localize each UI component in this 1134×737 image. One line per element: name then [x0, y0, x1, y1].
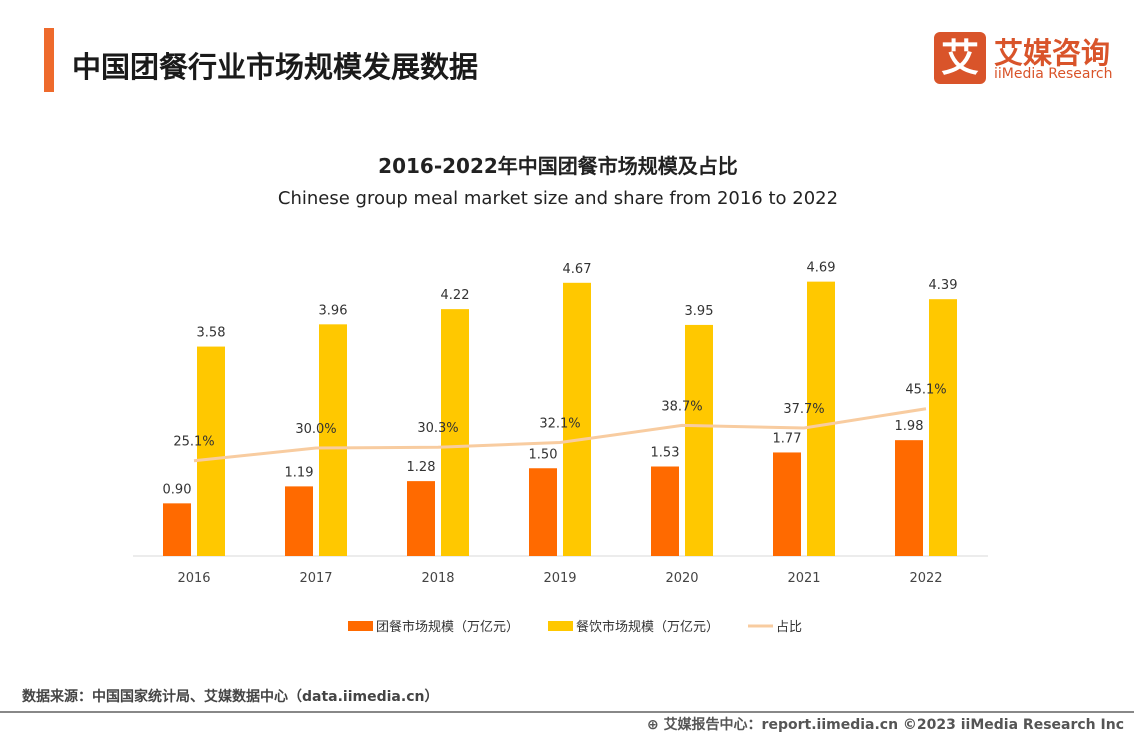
- logo-en: iiMedia Research: [994, 66, 1113, 82]
- share-label: 45.1%: [905, 383, 946, 398]
- bar-value-label: 1.28: [407, 460, 436, 475]
- share-label: 25.1%: [173, 435, 214, 450]
- bar-value-label: 0.90: [163, 482, 192, 497]
- bar-catering: [685, 324, 713, 556]
- title-accent-bar: [44, 28, 54, 92]
- footer-divider: [0, 711, 1134, 713]
- bar-value-label: 4.67: [563, 262, 592, 277]
- bar-value-label: 4.39: [929, 278, 958, 293]
- legend-label: 餐饮市场规模（万亿元）: [576, 619, 719, 635]
- bar-value-label: 1.50: [529, 447, 558, 462]
- x-tick-label: 2020: [665, 571, 698, 586]
- legend-swatch: [348, 621, 373, 631]
- bar-value-label: 4.69: [807, 261, 836, 276]
- bar-value-label: 1.77: [773, 431, 802, 446]
- bar-catering: [929, 299, 957, 556]
- bar-catering: [563, 282, 591, 556]
- x-tick-label: 2021: [787, 571, 820, 586]
- bar-group-meal: [163, 503, 191, 556]
- legend-label: 团餐市场规模（万亿元）: [376, 619, 519, 635]
- share-label: 30.0%: [295, 422, 336, 437]
- page-title: 中国团餐行业市场规模发展数据: [72, 50, 479, 84]
- globe-icon: ⊕: [646, 717, 664, 733]
- bar-catering: [441, 309, 469, 556]
- bar-group-meal: [651, 466, 679, 556]
- share-label: 32.1%: [539, 417, 580, 432]
- bar-value-label: 3.95: [685, 304, 714, 319]
- bar-value-label: 4.22: [441, 288, 470, 303]
- bar-value-label: 3.96: [319, 303, 348, 318]
- bar-group-meal: [895, 440, 923, 556]
- bar-value-label: 1.98: [895, 419, 924, 434]
- bar-catering: [197, 346, 225, 556]
- x-tick-label: 2016: [177, 571, 210, 586]
- bar-group-meal: [285, 486, 313, 556]
- chart-title: 2016-2022年中国团餐市场规模及占比: [378, 154, 738, 178]
- bar-group-meal: [529, 468, 557, 556]
- footer-text: 艾媒报告中心：report.iimedia.cn ©2023 iiMedia R…: [663, 717, 1124, 733]
- x-tick-label: 2018: [421, 571, 454, 586]
- bar-group-meal: [773, 452, 801, 556]
- share-label: 37.7%: [783, 402, 824, 417]
- legend-label: 占比: [776, 620, 802, 635]
- x-tick-label: 2017: [299, 571, 332, 586]
- x-tick-label: 2022: [909, 571, 942, 586]
- logo: 艾 艾媒咨询 iiMedia Research: [934, 32, 1114, 86]
- chart-subtitle: Chinese group meal market size and share…: [277, 188, 839, 209]
- share-label: 30.3%: [417, 421, 458, 436]
- bar-group-meal: [407, 481, 435, 556]
- bar-catering: [807, 281, 835, 556]
- footer-copyright: ⊕ 艾媒报告中心：report.iimedia.cn ©2023 iiMedia…: [647, 714, 1124, 734]
- legend-swatch: [548, 621, 573, 631]
- logo-cn: 艾媒咨询: [994, 36, 1111, 70]
- data-source: 数据来源：中国国家统计局、艾媒数据中心（data.iimedia.cn）: [22, 689, 439, 705]
- bar-value-label: 1.19: [285, 465, 314, 480]
- bar-value-label: 3.58: [197, 326, 226, 341]
- x-tick-label: 2019: [543, 571, 576, 586]
- bar-catering: [319, 324, 347, 556]
- logo-mark: 艾: [934, 32, 986, 84]
- bar-value-label: 1.53: [651, 445, 680, 460]
- share-label: 38.7%: [661, 399, 702, 414]
- share-line: [193, 407, 927, 463]
